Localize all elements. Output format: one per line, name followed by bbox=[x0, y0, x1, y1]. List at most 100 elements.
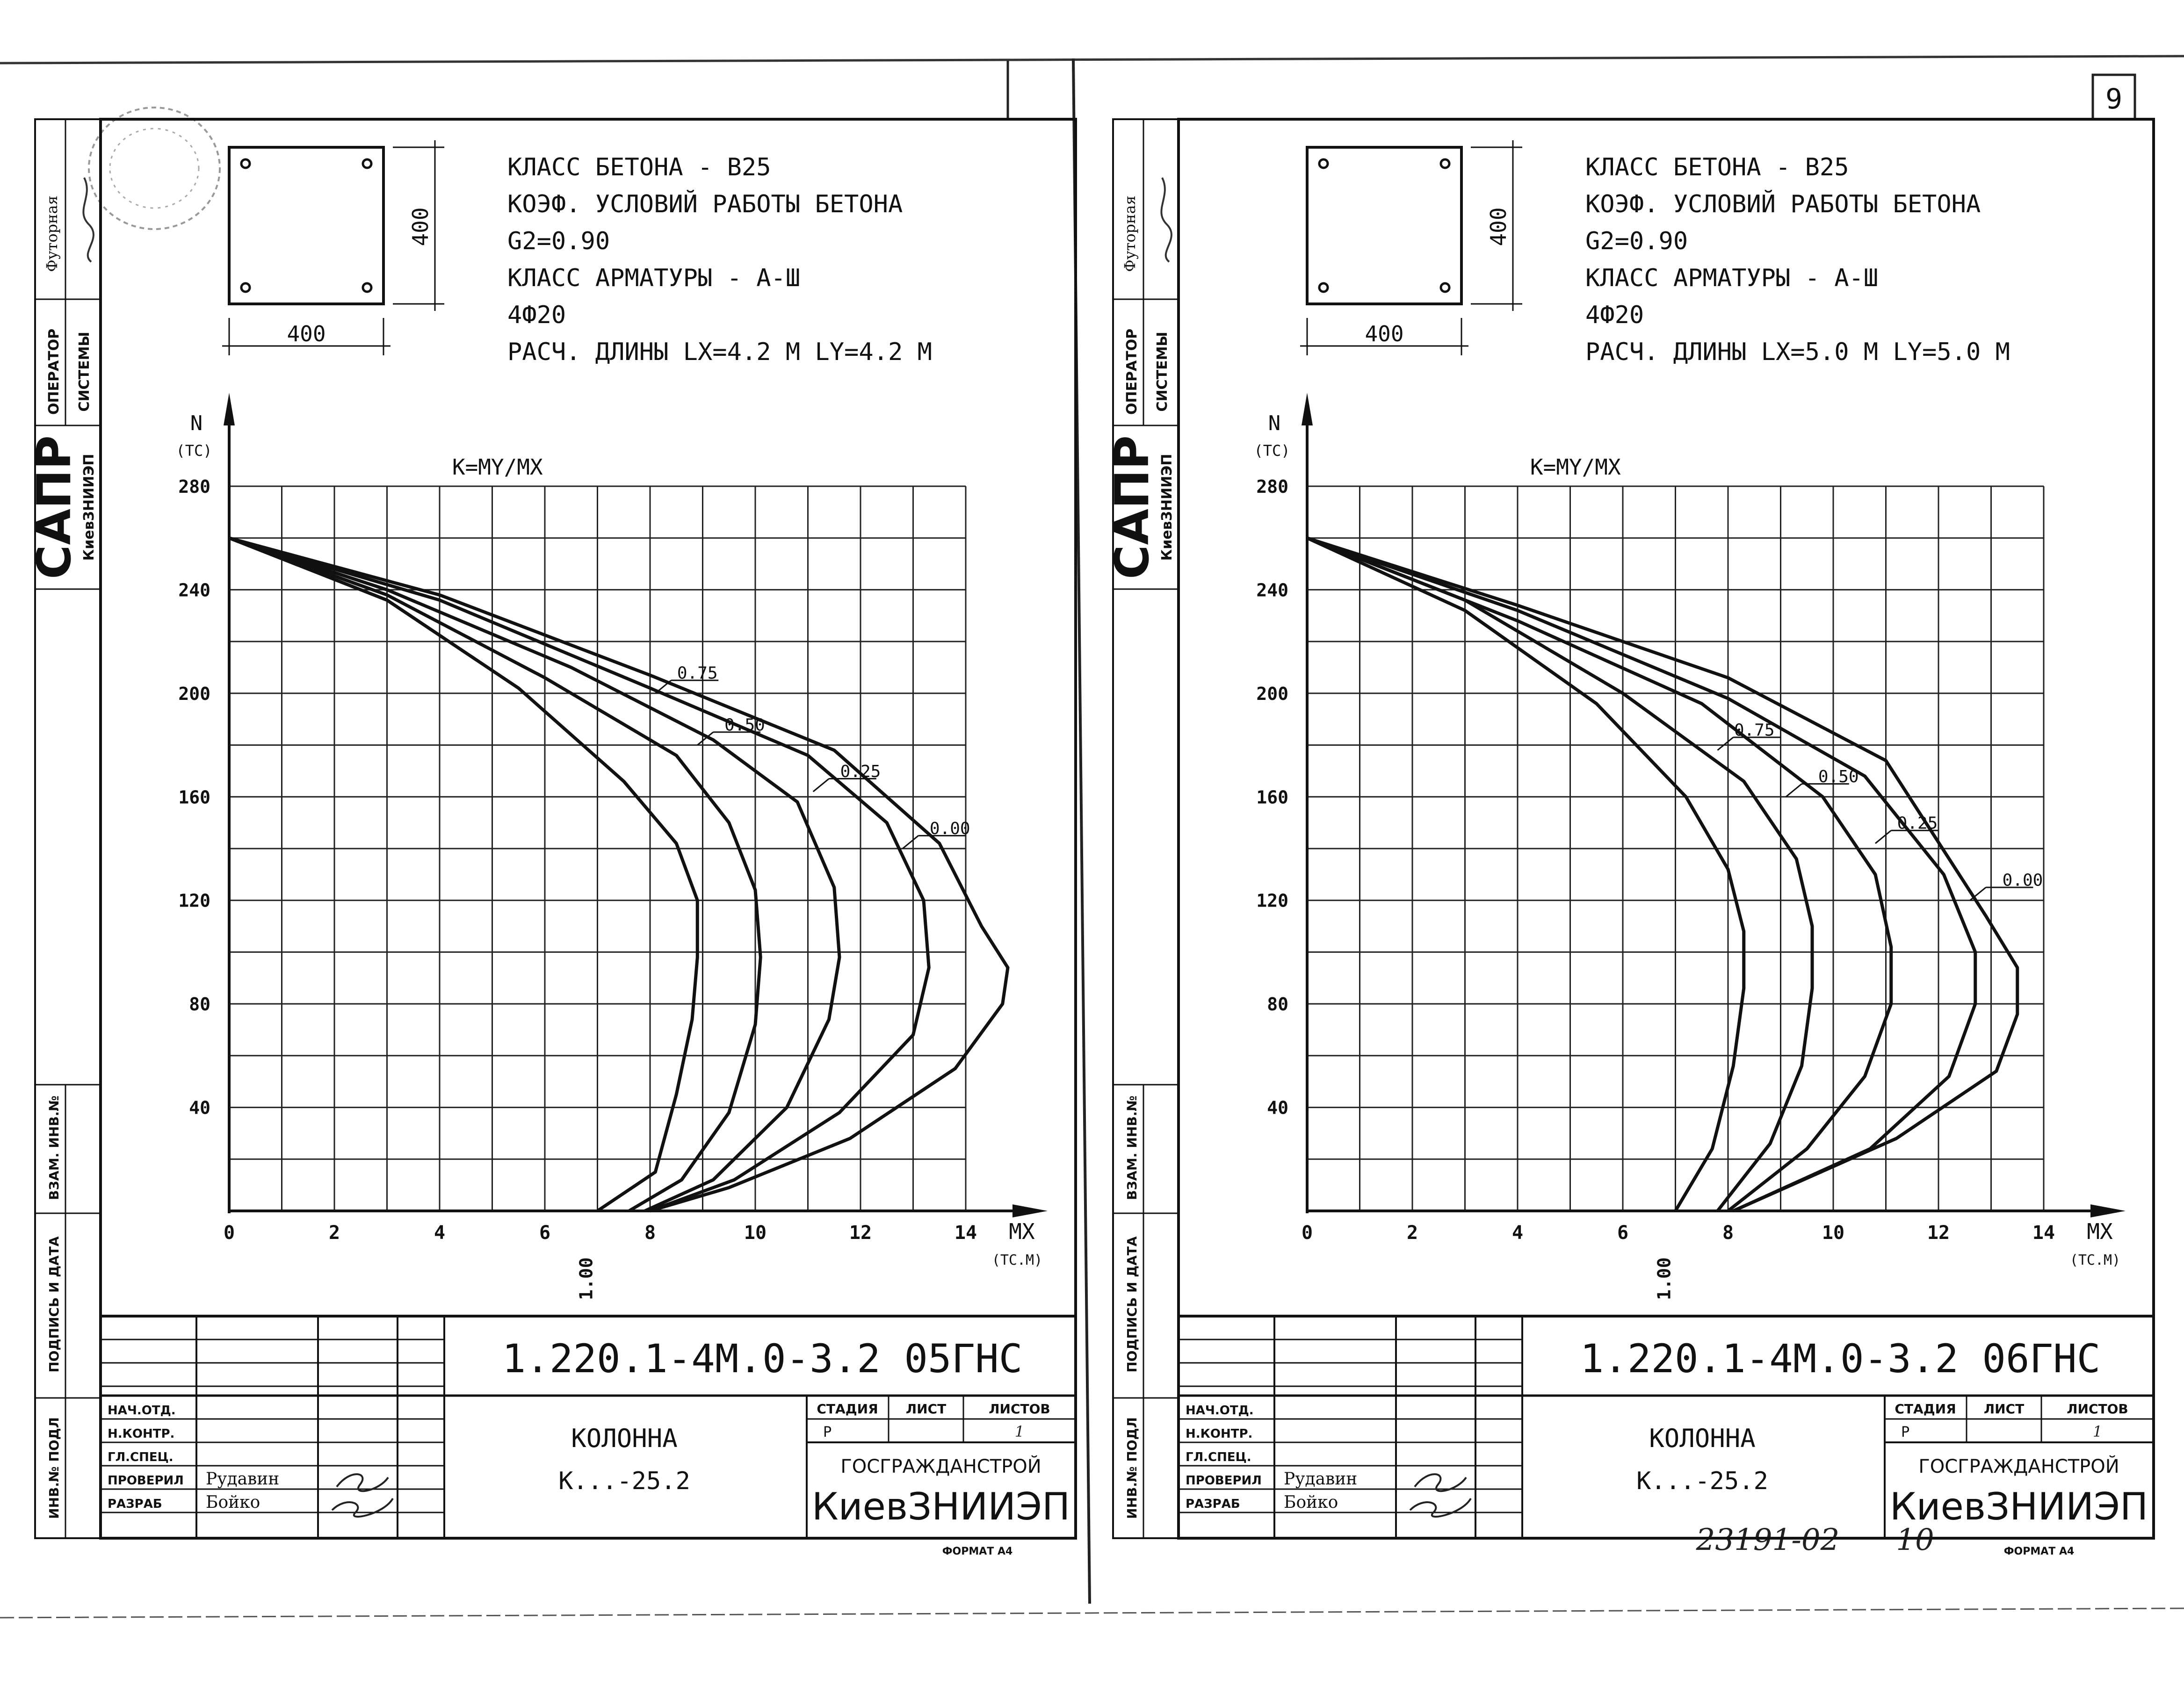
sapr-label: САПР bbox=[27, 435, 81, 579]
sheets-header: ЛИСТОВ bbox=[2067, 1401, 2128, 1417]
sapr-org-label: КиевЗНИИЭП bbox=[1159, 454, 1175, 561]
rebar-bar bbox=[362, 282, 373, 293]
role-label: ПРОВЕРИЛ bbox=[1186, 1474, 1262, 1488]
y-axis-label: N bbox=[1268, 411, 1281, 435]
spec-line: РАСЧ. ДЛИНЫ LX=4.2 М LY=4.2 М bbox=[507, 338, 932, 366]
y-tick-label: 80 bbox=[189, 994, 210, 1015]
inv-label: ИНВ.№ ПОДЛ bbox=[46, 1417, 62, 1519]
x-tick-label: 6 bbox=[539, 1222, 550, 1244]
x-tick-label: 12 bbox=[1927, 1222, 1950, 1244]
archive-number: 23191-02 bbox=[1696, 1523, 1840, 1557]
rebar-bar bbox=[1318, 282, 1329, 293]
series-curve-0-50 bbox=[1306, 536, 1893, 1212]
curve-label-1-00: 1.00 bbox=[576, 1257, 596, 1300]
rebar-bar bbox=[240, 158, 251, 169]
x-axis-label: MX bbox=[1009, 1219, 1035, 1244]
x-axis-arrow bbox=[1012, 1204, 1048, 1217]
title-block: 1.220.1-4М.0-3.2 05ГНС НАЧ.ОТД. Н.КОНТР. ГЛ… bbox=[99, 1315, 1077, 1540]
rebar-bar bbox=[1318, 158, 1329, 169]
spec-line: G2=0.90 bbox=[1585, 227, 1688, 255]
curve-label-1-00: 1.00 bbox=[1654, 1257, 1674, 1300]
y-tick-label: 280 bbox=[1256, 476, 1288, 497]
left-stamp-strip: Футорная ОПЕРАТОР СИСТЕМЫ САПР КиевЗНИИЭП ВЗА… bbox=[27, 118, 101, 1539]
y-tick-label: 120 bbox=[1256, 891, 1288, 911]
stage-value: Р bbox=[1901, 1424, 1909, 1440]
series-curve-0-00 bbox=[229, 536, 1010, 1213]
section-width-label: 400 bbox=[287, 321, 325, 346]
x-axis-unit: (TC.M) bbox=[2070, 1252, 2120, 1268]
series-curve-0-00 bbox=[1306, 536, 2019, 1213]
spec-line: КЛАСС АРМАТУРЫ - А-Ш bbox=[1585, 264, 1878, 292]
futornaya-label: Футорная bbox=[43, 195, 61, 272]
curve-label-0-25: 0.25 bbox=[1897, 814, 1938, 833]
top-trim-line bbox=[0, 55, 2184, 65]
document-code: 1.220.1-4М.0-3.2 05ГНС bbox=[502, 1336, 1023, 1382]
x-axis-label: MX bbox=[2087, 1219, 2113, 1244]
sapr-label: САПР bbox=[1105, 435, 1159, 579]
x-tick-label: 6 bbox=[1617, 1222, 1628, 1244]
operator-label: ОПЕРАТОР bbox=[1124, 329, 1140, 415]
column-cross-section: 400 400 bbox=[1300, 140, 1522, 355]
x-tick-label: 8 bbox=[1722, 1222, 1734, 1244]
drawing-sheet-1: Футорная ОПЕРАТОР СИСТЕМЫ САПР КиевЗНИИЭП ВЗА… bbox=[14, 0, 1090, 1613]
object-mark: К...-25.2 bbox=[1636, 1467, 1768, 1495]
inv-label: ИНВ.№ ПОДЛ bbox=[1124, 1417, 1140, 1519]
spec-line: РАСЧ. ДЛИНЫ LX=5.0 М LY=5.0 М bbox=[1585, 338, 2010, 366]
stage-header: СТАДИЯ bbox=[1895, 1401, 1956, 1417]
spec-line: КЛАСС БЕТОНА - В25 bbox=[507, 153, 771, 181]
format-note-left: ФОРМАТ А4 bbox=[942, 1546, 1013, 1557]
x-tick-label: 10 bbox=[1822, 1222, 1844, 1244]
interaction-chart: 0 2 4 6 8 10 12 14 40 80 120 160 200 240 280 N (TC) MX (TC… bbox=[1254, 393, 2126, 1300]
y-tick-label: 200 bbox=[1256, 684, 1288, 704]
drawing-sheet-2: Футорная ОПЕРАТОР СИСТЕМЫ САПР КиевЗНИИЭП ВЗА… bbox=[1092, 0, 2168, 1613]
y-axis-arrow bbox=[224, 393, 235, 425]
interaction-chart: 0 2 4 6 8 10 12 14 40 80 120 160 200 240 280 N (TC) MX (TC… bbox=[176, 393, 1048, 1300]
sheets-header: ЛИСТОВ bbox=[989, 1401, 1050, 1417]
role-label: ГЛ.СПЕЦ. bbox=[1186, 1450, 1251, 1464]
title-block: 1.220.1-4М.0-3.2 06ГНС НАЧ.ОТД. Н.КОНТР. ГЛ… bbox=[1177, 1315, 2155, 1540]
y-tick-label: 160 bbox=[1256, 787, 1288, 807]
y-axis-unit: (TC) bbox=[1254, 442, 1290, 460]
y-tick-label: 240 bbox=[1256, 580, 1288, 600]
stage-value: Р bbox=[823, 1424, 832, 1440]
series-curve-0-75 bbox=[1306, 536, 1814, 1212]
curve-label-0-00: 0.00 bbox=[2003, 871, 2043, 890]
rebar-bar bbox=[1439, 158, 1451, 169]
main-frame bbox=[1177, 118, 2155, 1540]
spec-line: КОЭФ. УСЛОВИЙ РАБОТЫ БЕТОНА bbox=[507, 190, 903, 218]
x-tick-label: 4 bbox=[1512, 1222, 1523, 1244]
page-number: 9 bbox=[2105, 83, 2122, 115]
x-tick-label: 0 bbox=[224, 1222, 235, 1244]
section-width-label: 400 bbox=[1365, 321, 1403, 346]
signature-developer bbox=[1409, 1498, 1472, 1518]
signature-checker bbox=[336, 1473, 389, 1492]
curve-label-0-25: 0.25 bbox=[840, 762, 881, 781]
sheets-count: 1 bbox=[2093, 1423, 2102, 1440]
y-tick-label: 80 bbox=[1267, 994, 1288, 1015]
spec-line: КЛАСС АРМАТУРЫ - А-Ш bbox=[507, 264, 800, 292]
rebar-bar bbox=[362, 158, 373, 169]
rebar-bar bbox=[1439, 282, 1451, 293]
spec-line: КОЭФ. УСЛОВИЙ РАБОТЫ БЕТОНА bbox=[1585, 190, 1981, 218]
x-tick-label: 14 bbox=[2032, 1222, 2055, 1244]
person-name: Рудавин bbox=[206, 1469, 279, 1489]
person-name: Рудавин bbox=[1284, 1469, 1357, 1489]
vzam-label: ВЗАМ. ИНВ.№ bbox=[46, 1095, 62, 1200]
stage-header: СТАДИЯ bbox=[817, 1401, 878, 1417]
object-name: КОЛОННА bbox=[571, 1424, 678, 1453]
signature-checker bbox=[1414, 1473, 1467, 1492]
y-tick-label: 40 bbox=[1267, 1098, 1288, 1118]
y-axis-label: N bbox=[190, 411, 203, 435]
series-curve-0-50 bbox=[228, 536, 841, 1213]
specs-block: КЛАСС БЕТОНА - В25 КОЭФ. УСЛОВИЙ РАБОТЫ Б… bbox=[1585, 153, 2010, 366]
column-cross-section: 400 400 bbox=[222, 140, 444, 355]
role-label: ПРОВЕРИЛ bbox=[108, 1474, 184, 1488]
chart-title: K=MY/MX bbox=[1530, 454, 1621, 480]
sheet-header: ЛИСТ bbox=[906, 1401, 946, 1417]
role-label: Н.КОНТР. bbox=[1186, 1427, 1252, 1441]
section-height-label: 400 bbox=[408, 207, 433, 246]
bottom-trim-line bbox=[0, 1607, 2184, 1619]
document-code: 1.220.1-4М.0-3.2 06ГНС bbox=[1580, 1336, 2101, 1382]
signature-scribble bbox=[1160, 177, 1172, 263]
object-name: КОЛОННА bbox=[1649, 1424, 1756, 1453]
